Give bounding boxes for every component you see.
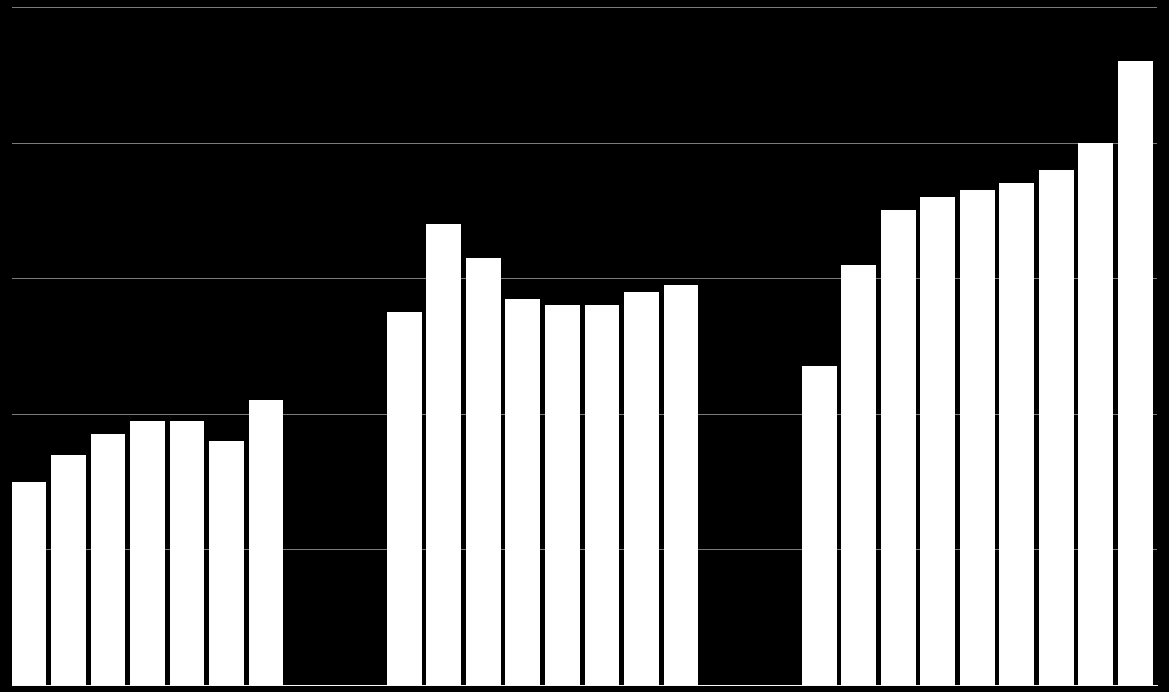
Bar bbox=[802, 366, 837, 685]
Bar bbox=[427, 224, 462, 685]
Bar bbox=[505, 298, 540, 685]
Bar bbox=[960, 190, 995, 685]
Bar bbox=[1118, 61, 1153, 685]
Bar bbox=[664, 285, 698, 685]
Bar bbox=[880, 210, 915, 685]
Bar bbox=[466, 258, 500, 685]
Bar bbox=[170, 421, 205, 685]
Bar bbox=[130, 421, 165, 685]
Bar bbox=[1078, 143, 1113, 685]
Bar bbox=[584, 305, 620, 685]
Bar bbox=[920, 197, 955, 685]
Bar bbox=[12, 482, 47, 685]
Bar bbox=[209, 441, 244, 685]
Bar bbox=[545, 305, 580, 685]
Bar bbox=[999, 183, 1035, 685]
Bar bbox=[1039, 170, 1073, 685]
Bar bbox=[91, 434, 125, 685]
Bar bbox=[249, 400, 283, 685]
Bar bbox=[51, 455, 87, 685]
Bar bbox=[624, 292, 659, 685]
Bar bbox=[842, 264, 876, 685]
Bar bbox=[387, 312, 422, 685]
